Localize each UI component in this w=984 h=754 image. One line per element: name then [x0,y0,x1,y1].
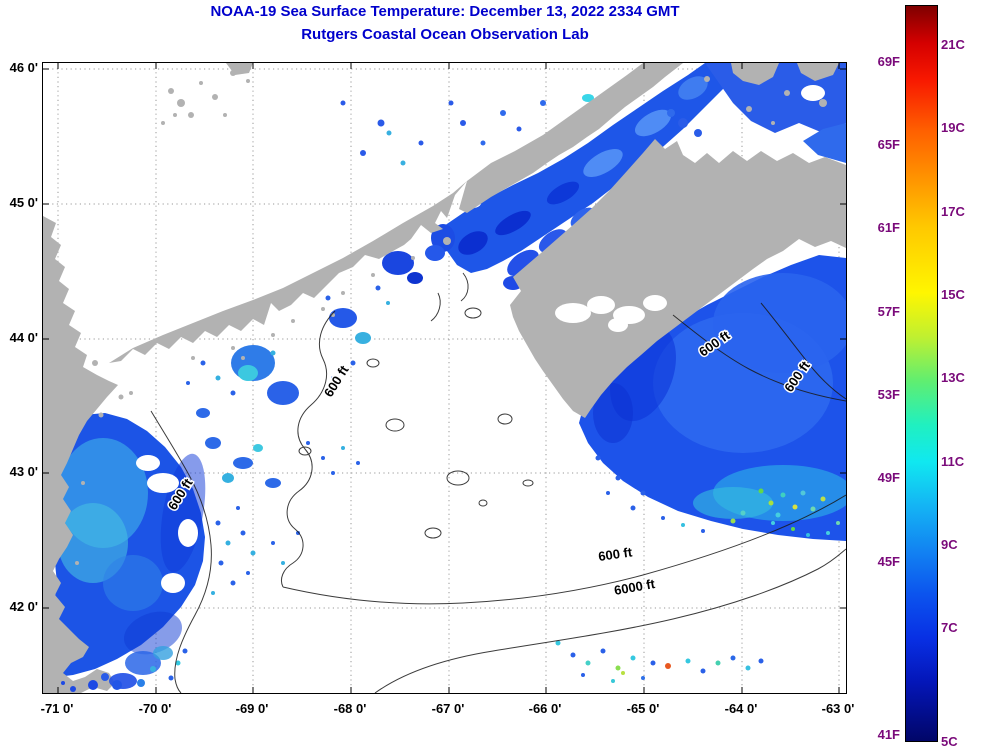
y-tick-label: 45 0' [9,195,38,210]
colorbar-c-label: 21C [941,37,965,52]
contour-6000ft [374,548,846,693]
contour-600ft-east-b [760,302,846,400]
contour-label-shelf: 600 ft [597,544,633,564]
colorbar-f-label: 57F [877,304,900,319]
sst-speckles [186,100,840,683]
colorbar-f-label: 69F [877,54,900,69]
colorbar-c-label: 19C [941,120,965,135]
y-tick-label: 42 0' [9,599,38,614]
x-tick-label: -68 0' [333,701,367,716]
x-tick-label: -63 0' [821,701,855,716]
x-tick-label: -64 0' [724,701,758,716]
y-tick-label: 46 0' [9,60,38,75]
warm-anomaly-dot [665,663,671,669]
land-new-brunswick [459,63,698,213]
bathymetry-contour-layer [150,272,846,693]
map-subtitle: Rutgers Coastal Ocean Observation Lab [301,26,589,43]
temperature-colorbar [905,5,938,742]
axis-ticks [43,63,846,693]
colorbar-c-label: 5C [941,734,958,749]
contour-600ft-east-a [672,314,846,402]
colorbar-f-label: 49F [877,470,900,485]
sst-topright [705,63,846,133]
islands [75,70,827,565]
colorbar-c-label: 15C [941,287,965,302]
contour-600ft-central [280,310,336,588]
colorbar-f-label: 45F [877,554,900,569]
y-tick-label: 43 0' [9,464,38,479]
colorbar-c-label: 7C [941,620,958,635]
land-nova-scotia [510,139,846,418]
x-tick-label: -70 0' [138,701,172,716]
sst-bottomleft [61,646,188,692]
x-tick-label: -69 0' [235,701,269,716]
colorbar-c-label: 13C [941,370,965,385]
x-tick-label: -71 0' [40,701,74,716]
sst-maine-coastal-patches [196,224,455,488]
colorbar-f-label: 53F [877,387,900,402]
cloud-layer [136,85,825,593]
map-title: NOAA-19 Sea Surface Temperature: Decembe… [210,3,680,20]
colorbar-c-label: 9C [941,537,958,552]
colorbar-f-label: 41F [877,727,900,742]
cloud-over-land-layer [555,295,667,332]
land-layer [43,63,846,693]
contour-600ft-shelf [282,494,846,605]
colorbar-c-label: 17C [941,204,965,219]
colorbar-f-label: 61F [877,220,900,235]
colorbar-c-label: 11C [941,454,965,469]
x-tick-label: -67 0' [431,701,465,716]
land-topright-b [797,63,839,81]
map-frame: 600 ft 600 ft 600 ft 600 ft 600 ft 6000 … [42,62,847,694]
x-tick-label: -65 0' [626,701,660,716]
y-tick-label: 44 0' [9,330,38,345]
colorbar-f-label: 65F [877,137,900,152]
land-maine-coast [109,181,467,363]
land-topright-a [731,63,779,85]
land-new-england [43,216,118,693]
sst-map: 600 ft 600 ft 600 ft 600 ft 600 ft 6000 … [43,63,846,693]
x-tick-label: -66 0' [528,701,562,716]
contour-600ft-west [150,410,212,693]
